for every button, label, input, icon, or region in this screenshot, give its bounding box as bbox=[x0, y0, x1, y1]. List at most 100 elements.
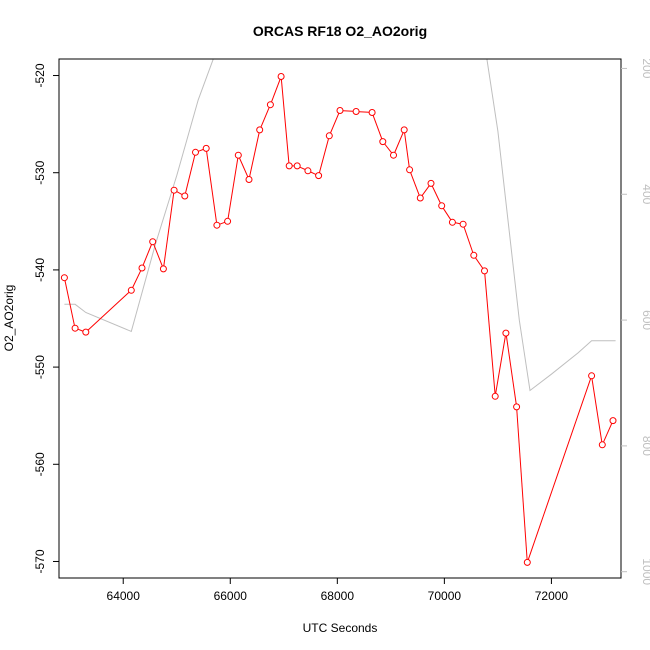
series-segment bbox=[330, 113, 340, 134]
data-point bbox=[448, 218, 456, 226]
x-tick-label: 66000 bbox=[214, 589, 248, 603]
series-segment bbox=[318, 138, 329, 173]
y-tick-label: -540 bbox=[33, 258, 47, 282]
series-segment bbox=[176, 191, 183, 196]
x-axis-label: UTC Seconds bbox=[303, 621, 378, 635]
data-point bbox=[277, 73, 285, 80]
data-point bbox=[390, 151, 397, 159]
data-point bbox=[71, 324, 79, 332]
y-tick-label: -550 bbox=[33, 355, 47, 379]
data-point bbox=[202, 144, 210, 152]
x-tick-label: 64000 bbox=[107, 589, 141, 603]
data-point bbox=[82, 328, 90, 336]
y2-tick-label: 1000 bbox=[640, 558, 650, 585]
x-tick-label: 68000 bbox=[321, 589, 355, 603]
series-segment bbox=[206, 151, 217, 223]
series-segment bbox=[516, 409, 528, 560]
data-point bbox=[170, 186, 178, 194]
series-segment bbox=[87, 291, 130, 331]
data-point bbox=[149, 238, 157, 246]
data-point bbox=[293, 162, 301, 170]
secondary-series-line bbox=[64, 59, 616, 392]
data-point bbox=[256, 126, 264, 134]
series-segment bbox=[227, 158, 239, 219]
series-segment bbox=[591, 378, 603, 442]
data-point bbox=[315, 172, 323, 180]
series-segment bbox=[394, 132, 404, 153]
y-tick-label: -520 bbox=[33, 63, 47, 87]
data-point bbox=[159, 265, 167, 273]
data-point bbox=[588, 372, 596, 380]
series-segment bbox=[463, 226, 474, 253]
y2-tick-label: 200 bbox=[640, 58, 650, 78]
series-segment bbox=[475, 257, 484, 269]
series-segment bbox=[153, 244, 163, 267]
data-point bbox=[502, 329, 510, 337]
series-segment bbox=[455, 222, 461, 225]
y-tick-label: -560 bbox=[33, 452, 47, 476]
series-segment bbox=[505, 335, 517, 405]
data-point bbox=[459, 220, 467, 228]
y-tick-label: -570 bbox=[33, 549, 47, 573]
data-point bbox=[491, 392, 499, 400]
data-point bbox=[400, 126, 408, 134]
series-segment bbox=[249, 132, 260, 177]
series-segment bbox=[431, 185, 441, 204]
chart-title: ORCAS RF18 O2_AO2orig bbox=[253, 23, 427, 39]
data-point bbox=[609, 417, 617, 425]
series-segment bbox=[280, 79, 290, 163]
data-point bbox=[379, 138, 387, 146]
data-point bbox=[352, 108, 360, 115]
data-point bbox=[438, 202, 446, 210]
data-point bbox=[181, 192, 189, 200]
x-tick-label: 72000 bbox=[535, 589, 569, 603]
x-tick-label: 70000 bbox=[428, 589, 462, 603]
data-point bbox=[285, 162, 293, 170]
series-segment bbox=[132, 270, 142, 288]
series-segment bbox=[185, 155, 196, 194]
series-segment bbox=[484, 273, 496, 394]
y-axis-label: O2_AO2orig bbox=[2, 285, 16, 352]
series-segment bbox=[77, 328, 84, 332]
data-point bbox=[481, 267, 488, 275]
series-segment bbox=[299, 166, 306, 170]
series-segment bbox=[142, 244, 152, 266]
data-point bbox=[60, 274, 68, 282]
data-point bbox=[427, 179, 435, 187]
series-segment bbox=[410, 172, 420, 196]
series-segment bbox=[603, 423, 613, 443]
data-point bbox=[336, 107, 344, 114]
series-segment bbox=[384, 143, 393, 154]
y2-tick-label: 400 bbox=[640, 184, 650, 204]
data-point bbox=[513, 403, 521, 411]
series-segment bbox=[163, 193, 175, 267]
y2-tick-label: 800 bbox=[640, 436, 650, 456]
data-point bbox=[192, 148, 199, 156]
series-segment bbox=[495, 335, 506, 394]
data-point bbox=[266, 101, 274, 109]
series-segment bbox=[271, 79, 281, 103]
y2-tick-label: 600 bbox=[640, 310, 650, 330]
data-point bbox=[368, 109, 376, 116]
data-point bbox=[598, 441, 606, 449]
data-point bbox=[470, 251, 478, 259]
plot-frame bbox=[58, 58, 622, 579]
data-point bbox=[406, 166, 414, 174]
series-segment bbox=[239, 157, 249, 178]
series-segment bbox=[260, 107, 270, 128]
data-point bbox=[325, 132, 333, 140]
series-segment bbox=[310, 171, 317, 175]
plot-area bbox=[60, 59, 617, 566]
series-segment bbox=[342, 110, 354, 112]
data-point bbox=[304, 167, 312, 175]
data-point bbox=[234, 151, 242, 159]
data-point bbox=[138, 264, 146, 272]
series-segment bbox=[219, 221, 225, 225]
data-point bbox=[245, 176, 253, 183]
data-point bbox=[224, 217, 232, 225]
series-segment bbox=[442, 208, 452, 221]
series-segment bbox=[359, 111, 370, 113]
y-tick-label: -530 bbox=[33, 160, 47, 184]
data-point bbox=[127, 286, 135, 294]
